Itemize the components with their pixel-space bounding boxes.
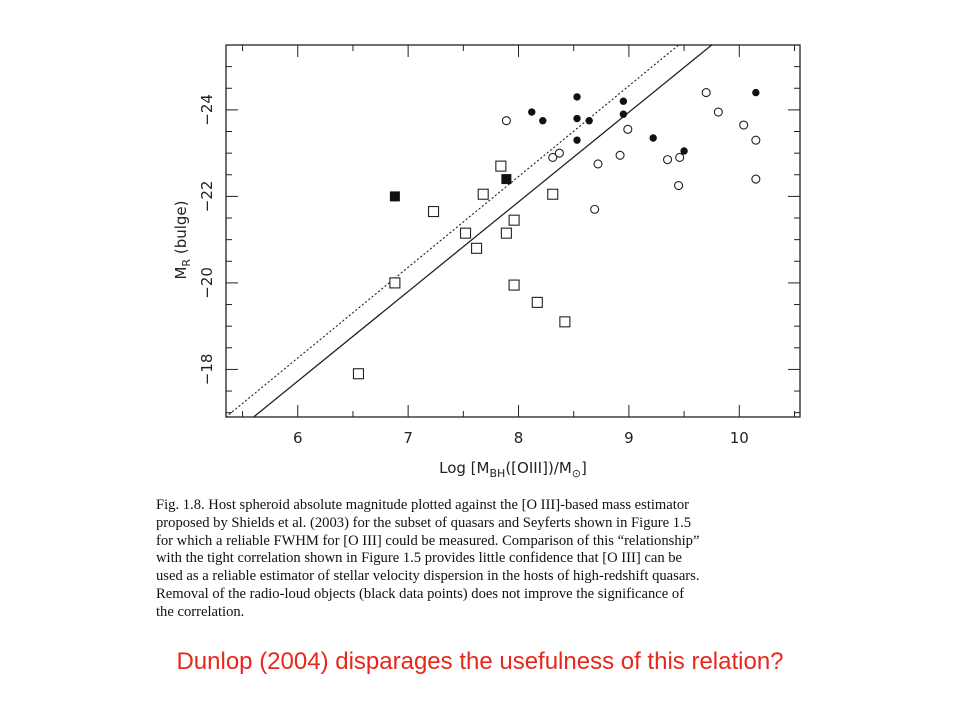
figure-caption: Fig. 1.8. Host spheroid absolute magnitu…: [156, 497, 816, 622]
data-point-open-circle: [675, 182, 683, 190]
data-point-open-square: [560, 317, 570, 327]
data-point-open-square: [532, 297, 542, 307]
data-point-open-circle: [752, 136, 760, 144]
data-point-open-square: [509, 215, 519, 225]
axis-ticks: [226, 45, 800, 417]
data-point-open-circle: [591, 205, 599, 213]
data-point-filled-circle: [574, 115, 581, 122]
data-point-filled-circle: [650, 135, 657, 142]
data-point-open-square: [390, 278, 400, 288]
data-point-open-circle: [752, 175, 760, 183]
scatter-plot: 6 7 8 9 10 −18 −20 −22 −24 Log [MBH([OIII])/M⊙]…: [150, 40, 810, 490]
data-point-open-circle: [664, 156, 672, 164]
caption-line: for which a reliable FWHM for [O III] co…: [156, 533, 816, 551]
fit-line-solid: [254, 45, 712, 417]
data-point-filled-circle: [681, 148, 688, 155]
data-point-open-circle: [740, 121, 748, 129]
caption-line: the correlation.: [156, 604, 816, 622]
x-axis-label: Log [MBH([OIII])/M⊙]: [439, 459, 587, 480]
data-point-open-square: [353, 369, 363, 379]
caption-line: with the tight correlation shown in Figu…: [156, 550, 816, 568]
data-point-open-circle: [594, 160, 602, 168]
data-point-open-square: [496, 161, 506, 171]
data-point-filled-square: [390, 192, 399, 201]
data-point-open-circle: [676, 153, 684, 161]
data-point-filled-circle: [574, 94, 581, 101]
data-point-filled-circle: [574, 137, 581, 144]
y-tick-label: −18: [198, 354, 216, 386]
y-tick-label: −20: [198, 267, 216, 299]
y-axis-label: MR (bulge): [172, 200, 193, 279]
caption-line: Removal of the radio-loud objects (black…: [156, 586, 816, 604]
plot-area: 6 7 8 9 10 −18 −20 −22 −24: [198, 45, 800, 447]
data-point-filled-circle: [528, 109, 535, 116]
x-tick-label: 9: [624, 429, 634, 447]
data-point-open-circle: [616, 151, 624, 159]
data-point-open-square: [478, 189, 488, 199]
data-point-open-square: [461, 228, 471, 238]
x-tick-label: 6: [293, 429, 303, 447]
data-point-open-circle: [624, 125, 632, 133]
y-tick-label: −22: [198, 181, 216, 213]
data-point-open-square: [501, 228, 511, 238]
data-point-open-circle: [555, 149, 563, 157]
x-tick-label: 7: [403, 429, 413, 447]
data-point-filled-circle: [620, 98, 627, 105]
data-point-open-square: [548, 189, 558, 199]
data-points: [353, 89, 759, 379]
data-point-open-square: [429, 207, 439, 217]
y-tick-labels: −18 −20 −22 −24: [198, 94, 216, 385]
plot-frame: [226, 45, 800, 417]
data-point-open-square: [509, 280, 519, 290]
data-point-open-square: [472, 243, 482, 253]
data-point-open-circle: [502, 117, 510, 125]
x-tick-label: 8: [514, 429, 524, 447]
data-point-filled-circle: [586, 117, 593, 124]
y-tick-label: −24: [198, 94, 216, 126]
data-point-filled-square: [502, 175, 511, 184]
caption-line: Fig. 1.8. Host spheroid absolute magnitu…: [156, 497, 816, 515]
caption-line: proposed by Shields et al. (2003) for th…: [156, 515, 816, 533]
slide-question: Dunlop (2004) disparages the usefulness …: [0, 648, 960, 676]
data-point-open-circle: [702, 89, 710, 97]
caption-line: used as a reliable estimator of stellar …: [156, 568, 816, 586]
x-tick-labels: 6 7 8 9 10: [293, 429, 749, 447]
x-tick-label: 10: [730, 429, 749, 447]
data-point-filled-circle: [753, 89, 760, 96]
fit-line-dotted: [226, 45, 679, 417]
data-point-filled-circle: [540, 117, 547, 124]
data-point-open-circle: [714, 108, 722, 116]
data-point-filled-circle: [620, 111, 627, 118]
